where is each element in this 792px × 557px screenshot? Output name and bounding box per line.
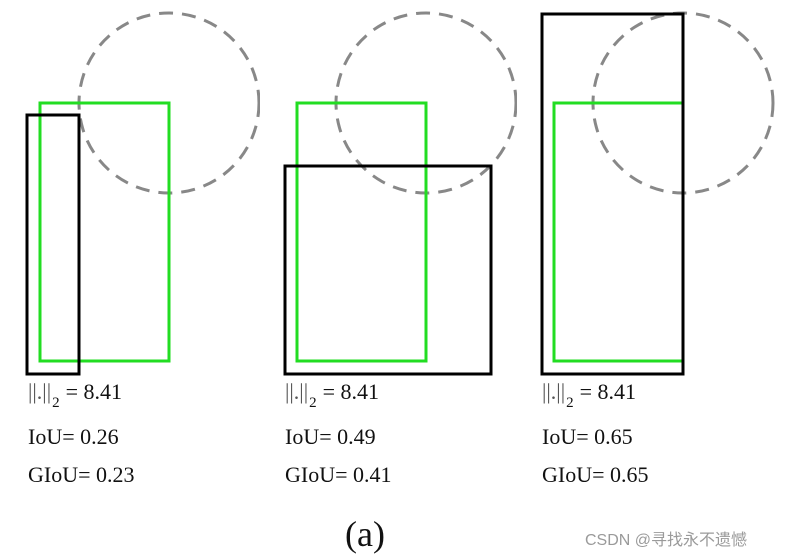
iou-label: IoU= 0.65 bbox=[542, 424, 633, 449]
l2-norm-label: ||.||2 = 8.41 bbox=[28, 379, 123, 412]
watermark: CSDN @寻找永不遗憾 bbox=[585, 532, 748, 549]
ground-truth-box bbox=[552, 101, 685, 363]
panel-2: ||.||2 = 8.41 IoU= 0.49 GIoU= 0.41 bbox=[257, 0, 517, 500]
ground-truth-box bbox=[38, 101, 171, 363]
predicted-box bbox=[25, 113, 81, 376]
panel-2-boxes bbox=[283, 11, 517, 376]
predicted-box bbox=[540, 12, 685, 376]
iou-label: IoU= 0.49 bbox=[285, 424, 376, 449]
ground-truth-box bbox=[295, 101, 428, 363]
figure-caption: (a) bbox=[345, 514, 385, 554]
iou-label: IoU= 0.26 bbox=[28, 424, 119, 449]
panel-1-boxes bbox=[25, 11, 260, 376]
l2-norm-label: ||.||2 = 8.41 bbox=[285, 379, 380, 412]
l2-norm-label: ||.||2 = 8.41 bbox=[542, 379, 637, 412]
panel-3-boxes bbox=[540, 11, 775, 376]
giou-label: GIoU= 0.41 bbox=[285, 462, 392, 487]
panel-3: ||.||2 = 8.41 IoU= 0.65 GIoU= 0.65 bbox=[514, 0, 775, 500]
predicted-box bbox=[283, 164, 493, 376]
giou-label: GIoU= 0.23 bbox=[28, 462, 135, 487]
giou-label: GIoU= 0.65 bbox=[542, 462, 649, 487]
panel-1: ||.||2 = 8.41 IoU= 0.26 GIoU= 0.23 bbox=[0, 0, 260, 500]
